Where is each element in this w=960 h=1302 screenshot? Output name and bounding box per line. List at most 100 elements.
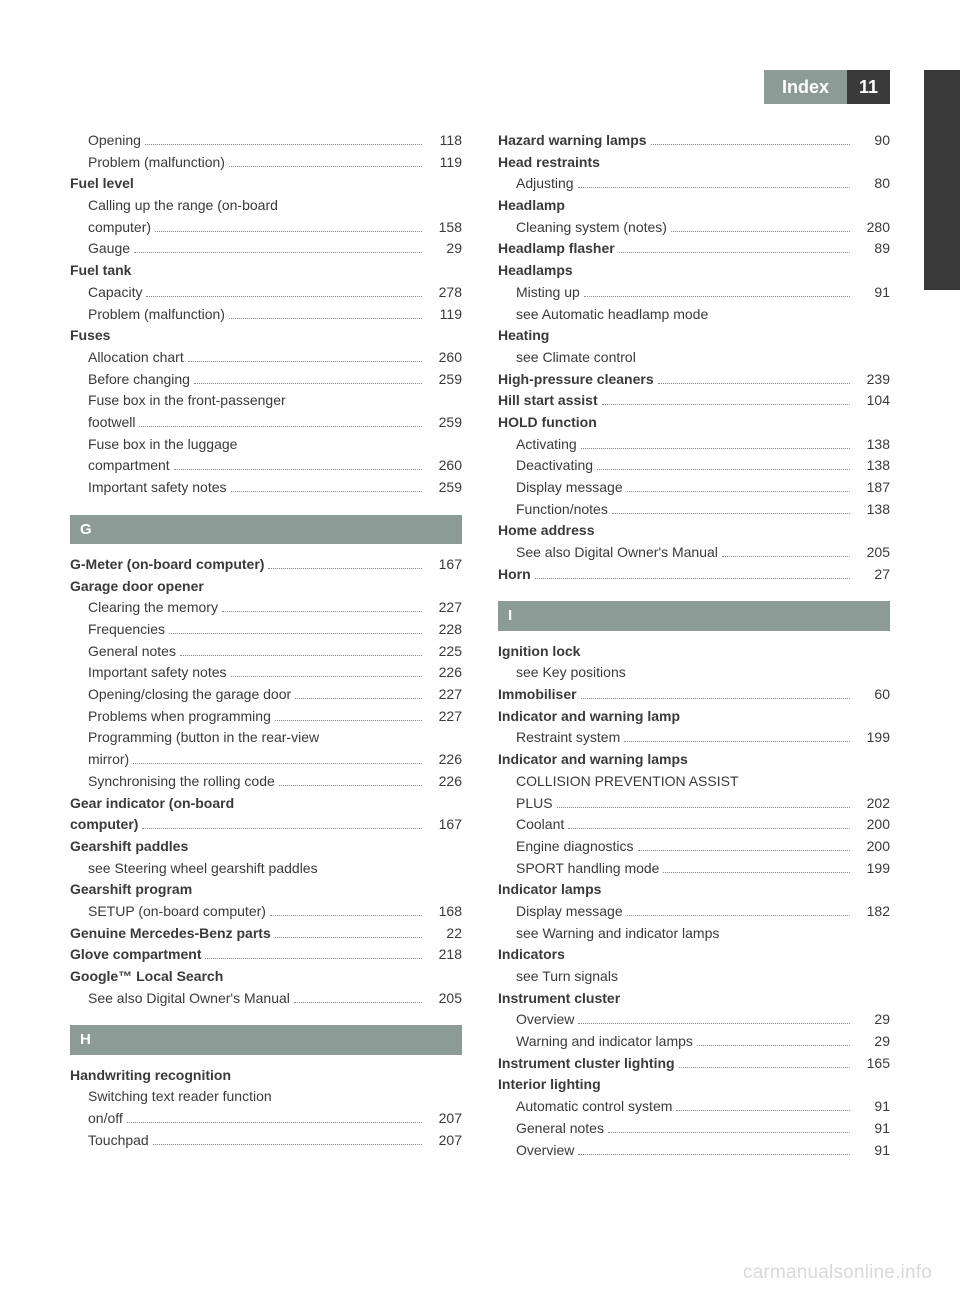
dot-leader xyxy=(602,395,850,405)
page-ref: 91 xyxy=(854,1096,890,1118)
index-entry: Problems when programming227 xyxy=(70,706,462,728)
index-entry: Overview29 xyxy=(498,1009,890,1031)
page-ref: 168 xyxy=(426,901,462,923)
dot-leader xyxy=(229,157,422,167)
index-entry: Headlamp flasher89 xyxy=(498,238,890,260)
index-heading: Interior lighting xyxy=(498,1074,890,1096)
index-entry-label: Important safety notes xyxy=(88,477,227,499)
dot-leader xyxy=(275,711,422,721)
index-heading: HOLD function xyxy=(498,412,890,434)
index-entry-label: Frequencies xyxy=(88,619,165,641)
header-title: Index xyxy=(764,70,847,104)
index-entry-label: see Climate control xyxy=(516,347,636,369)
index-heading: Indicator lamps xyxy=(498,879,890,901)
dot-leader xyxy=(651,135,850,145)
index-entry-label: Function/notes xyxy=(516,499,608,521)
index-entry-label: Gauge xyxy=(88,238,130,260)
page-ref: 260 xyxy=(426,455,462,477)
page-ref: 138 xyxy=(854,499,890,521)
dot-leader xyxy=(612,504,850,514)
dot-leader xyxy=(722,547,850,557)
page-ref: 22 xyxy=(426,923,462,945)
dot-leader xyxy=(535,569,850,579)
page-ref: 80 xyxy=(854,173,890,195)
index-entry: mirror)226 xyxy=(88,749,462,771)
page-ref: 259 xyxy=(426,369,462,391)
page-ref: 104 xyxy=(854,390,890,412)
page-ref: 228 xyxy=(426,619,462,641)
index-entry-label: mirror) xyxy=(88,749,129,771)
index-heading: Home address xyxy=(498,520,890,542)
index-entry: footwell259 xyxy=(88,412,462,434)
index-entry-label: Misting up xyxy=(516,282,580,304)
index-entry: Deactivating138 xyxy=(498,455,890,477)
page-ref: 29 xyxy=(854,1031,890,1053)
index-heading: Handwriting recognition xyxy=(70,1065,462,1087)
page-ref: 259 xyxy=(426,477,462,499)
dot-leader xyxy=(139,417,422,427)
index-entry-label: High-pressure cleaners xyxy=(498,369,654,391)
page-ref: 91 xyxy=(854,282,890,304)
page: Index 11 Opening118Problem (malfunction)… xyxy=(0,0,960,1161)
page-ref: 259 xyxy=(426,412,462,434)
index-entry-label: Overview xyxy=(516,1140,574,1162)
index-entry-label: Adjusting xyxy=(516,173,574,195)
index-entry-label: Gear indicator (on-board xyxy=(70,793,462,815)
page-ref: 138 xyxy=(854,434,890,456)
dot-leader xyxy=(578,1015,850,1025)
index-entry-label: Immobiliser xyxy=(498,684,577,706)
dot-leader xyxy=(180,646,422,656)
index-entry-label: Coolant xyxy=(516,814,564,836)
index-entry: G-Meter (on-board computer) 167 xyxy=(70,554,462,576)
index-entry-label: Restraint system xyxy=(516,727,620,749)
dot-leader xyxy=(134,244,422,254)
page-ref: 227 xyxy=(426,684,462,706)
index-entry-label: computer) xyxy=(88,217,151,239)
index-entry: Opening/closing the garage door227 xyxy=(70,684,462,706)
index-entry-label: Cleaning system (notes) xyxy=(516,217,667,239)
index-entry: Glove compartment218 xyxy=(70,944,462,966)
dot-leader xyxy=(222,603,422,613)
index-entry-label: see Key positions xyxy=(516,662,626,684)
dot-leader xyxy=(146,287,422,297)
index-heading: Headlamp xyxy=(498,195,890,217)
index-heading: Fuel level xyxy=(70,173,462,195)
dot-leader xyxy=(268,559,422,569)
page-ref: 27 xyxy=(854,564,890,586)
index-entry-label: Fuse box in the luggage xyxy=(88,434,462,456)
dot-leader xyxy=(174,461,422,471)
index-entry-label: SETUP (on-board computer) xyxy=(88,901,266,923)
page-ref: 29 xyxy=(426,238,462,260)
index-entry-label: G-Meter (on-board computer) xyxy=(70,554,264,576)
dot-leader xyxy=(679,1058,850,1068)
index-entry: Hill start assist104 xyxy=(498,390,890,412)
page-ref: 260 xyxy=(426,347,462,369)
index-entry: SETUP (on-board computer) 168 xyxy=(70,901,462,923)
dot-leader xyxy=(671,222,850,232)
index-entry: computer)158 xyxy=(88,217,462,239)
dot-leader xyxy=(676,1101,850,1111)
index-entry-label: Instrument cluster lighting xyxy=(498,1053,675,1075)
index-column-left: Opening118Problem (malfunction)119Fuel l… xyxy=(70,130,462,1161)
index-entry: Restraint system199 xyxy=(498,727,890,749)
dot-leader xyxy=(145,135,422,145)
index-entry: Warning and indicator lamps29 xyxy=(498,1031,890,1053)
index-entry-label: see Turn signals xyxy=(516,966,618,988)
dot-leader xyxy=(624,733,850,743)
index-entry-label: General notes xyxy=(88,641,176,663)
index-entry-label: Capacity xyxy=(88,282,142,304)
index-entry-label: Deactivating xyxy=(516,455,593,477)
page-ref: 119 xyxy=(426,152,462,174)
page-ref: 91 xyxy=(854,1140,890,1162)
index-heading: Fuses xyxy=(70,325,462,347)
dot-leader xyxy=(279,776,422,786)
page-ref: 167 xyxy=(426,814,462,836)
index-entry-label: Problems when programming xyxy=(88,706,271,728)
dot-leader xyxy=(697,1036,850,1046)
index-entry: Function/notes 138 xyxy=(498,499,890,521)
index-entry-label: Horn xyxy=(498,564,531,586)
index-entry-label: Programming (button in the rear-view xyxy=(88,727,462,749)
page-ref: 167 xyxy=(426,554,462,576)
dot-leader xyxy=(663,863,850,873)
page-ref: 199 xyxy=(854,858,890,880)
